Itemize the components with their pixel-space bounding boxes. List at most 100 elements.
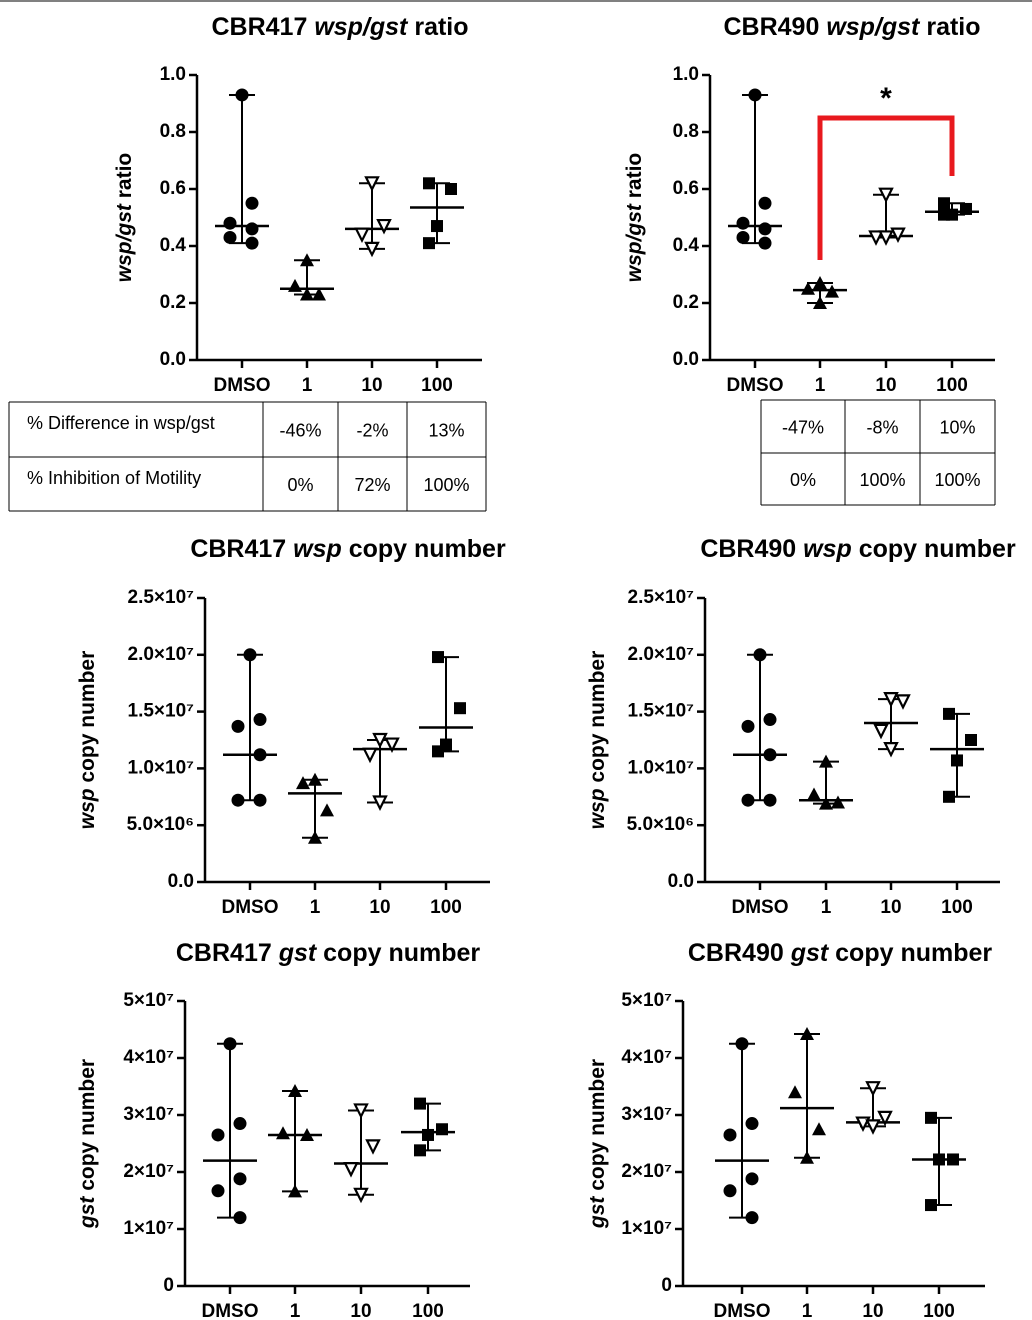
data-point bbox=[320, 803, 334, 817]
table-cell: 0% bbox=[287, 475, 313, 495]
data-point bbox=[933, 1153, 945, 1166]
chart-title: CBR417 wsp copy number bbox=[190, 535, 506, 563]
y-tick-label: 0.6 bbox=[160, 178, 186, 199]
title-part: CBR490 bbox=[723, 13, 826, 41]
data-point bbox=[819, 754, 833, 768]
y-tick-label: 0.0 bbox=[160, 349, 186, 370]
data-point bbox=[354, 227, 370, 244]
data-point bbox=[235, 88, 249, 102]
data-point bbox=[868, 230, 884, 246]
data-point bbox=[211, 1128, 225, 1142]
data-point bbox=[353, 1103, 369, 1119]
y-label-part: copy number bbox=[586, 1059, 609, 1197]
data-point bbox=[878, 187, 894, 204]
title-part: copy number bbox=[316, 939, 480, 967]
data-point bbox=[296, 776, 310, 790]
y-label-part: gst bbox=[76, 1196, 99, 1230]
table-cell: -8% bbox=[866, 417, 898, 437]
data-point bbox=[300, 253, 314, 267]
x-tick-label: DMSO bbox=[214, 375, 271, 396]
x-tick-label: 100 bbox=[412, 1301, 444, 1320]
chart-title: CBR417 wsp/gst ratio bbox=[211, 13, 468, 41]
data-point bbox=[865, 1081, 881, 1097]
y-tick-label: 2×10⁷ bbox=[123, 1161, 174, 1182]
y-axis-label: gst copy number bbox=[76, 1059, 99, 1229]
y-label-part: copy number bbox=[76, 1059, 99, 1197]
data-point bbox=[233, 1211, 247, 1225]
data-point bbox=[763, 713, 777, 727]
data-point bbox=[800, 1027, 814, 1041]
y-tick-label: 0.2 bbox=[673, 292, 699, 313]
x-tick-label: 10 bbox=[350, 1301, 371, 1320]
y-label-part: copy number bbox=[76, 651, 99, 789]
title-part: CBR490 bbox=[700, 535, 803, 563]
data-point bbox=[807, 787, 821, 801]
data-point bbox=[454, 702, 466, 715]
y-tick-label: 1.0 bbox=[673, 64, 699, 85]
data-point bbox=[353, 1187, 369, 1204]
y-tick-label: 0.6 bbox=[673, 178, 699, 199]
data-point bbox=[736, 230, 750, 244]
data-point bbox=[432, 651, 444, 664]
data-point bbox=[223, 1037, 237, 1051]
y-tick-label: 5.0×10⁶ bbox=[627, 814, 694, 835]
y-tick-label: 1.5×10⁷ bbox=[128, 701, 195, 722]
title-part: gst bbox=[278, 939, 318, 967]
table-cell: 13% bbox=[428, 420, 464, 440]
data-point bbox=[414, 1097, 426, 1110]
table-cell: -2% bbox=[356, 420, 388, 440]
x-tick-label: 1 bbox=[310, 897, 321, 918]
x-tick-label: 100 bbox=[941, 897, 973, 918]
data-point bbox=[308, 772, 322, 786]
y-tick-label: 2×10⁷ bbox=[621, 1161, 672, 1182]
table-cell: 100% bbox=[423, 475, 469, 495]
y-tick-label: 4×10⁷ bbox=[123, 1047, 174, 1068]
data-point bbox=[253, 748, 267, 762]
data-point bbox=[245, 196, 259, 210]
title-part: wsp bbox=[803, 535, 852, 563]
data-point bbox=[376, 218, 392, 235]
data-point bbox=[943, 790, 955, 803]
data-point bbox=[245, 222, 259, 236]
title-part: CBR490 bbox=[688, 939, 791, 967]
y-tick-label: 2.0×10⁷ bbox=[128, 644, 195, 665]
data-point bbox=[758, 196, 772, 210]
data-point bbox=[736, 216, 750, 230]
data-point bbox=[801, 281, 815, 295]
x-tick-label: 100 bbox=[936, 375, 968, 396]
data-point bbox=[883, 692, 899, 708]
data-point bbox=[245, 236, 259, 250]
data-point bbox=[960, 202, 972, 215]
title-part: wsp bbox=[293, 535, 342, 563]
data-point bbox=[813, 276, 827, 290]
data-point bbox=[938, 208, 950, 221]
table-cell: -46% bbox=[279, 420, 321, 440]
y-tick-label: 0.2 bbox=[160, 292, 186, 313]
data-point bbox=[288, 1184, 302, 1198]
data-point bbox=[831, 795, 845, 809]
data-point bbox=[343, 1162, 359, 1178]
y-axis-label: wsp/gst ratio bbox=[623, 153, 646, 283]
data-point bbox=[925, 1199, 937, 1212]
data-point bbox=[758, 222, 772, 236]
data-point bbox=[288, 1084, 302, 1098]
data-point bbox=[877, 1110, 893, 1127]
data-point bbox=[423, 237, 435, 250]
y-tick-label: 2.5×10⁷ bbox=[128, 587, 195, 608]
y-tick-label: 4×10⁷ bbox=[621, 1047, 672, 1068]
y-tick-label: 0 bbox=[163, 1275, 174, 1296]
data-point bbox=[938, 197, 950, 210]
data-point bbox=[414, 1144, 426, 1157]
data-point bbox=[745, 1211, 759, 1225]
data-point bbox=[951, 754, 963, 767]
y-tick-label: 1.0 bbox=[160, 64, 186, 85]
y-tick-label: 0.0 bbox=[168, 871, 194, 892]
x-tick-label: DMSO bbox=[732, 897, 789, 918]
data-point bbox=[312, 287, 326, 301]
y-label-part: wsp/gst bbox=[113, 203, 136, 282]
x-tick-label: 10 bbox=[369, 897, 390, 918]
data-point bbox=[763, 793, 777, 807]
data-point bbox=[883, 741, 899, 758]
y-axis-label: wsp copy number bbox=[586, 651, 609, 830]
